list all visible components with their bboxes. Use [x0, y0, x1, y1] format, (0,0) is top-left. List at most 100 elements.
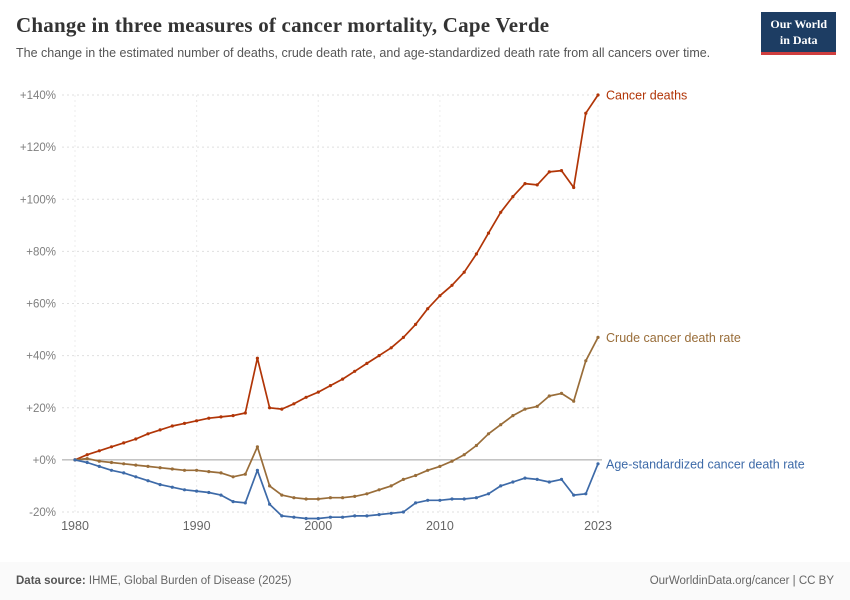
series-point-cancer-deaths[interactable] — [377, 353, 381, 357]
series-point-cancer-deaths[interactable] — [353, 369, 357, 373]
series-point-age-standardized-cancer-death-rate[interactable] — [499, 483, 503, 487]
chart-svg[interactable]: 1980 1990 2000 2010 2023 +140% +120% +100% +80% +… — [0, 65, 850, 537]
series-line-cancer-deaths[interactable] — [74, 94, 599, 461]
series-point-crude-cancer-death-rate[interactable] — [365, 491, 369, 495]
series-point-cancer-deaths[interactable] — [122, 440, 126, 444]
series-point-cancer-deaths[interactable] — [389, 345, 393, 349]
series-point-cancer-deaths[interactable] — [328, 383, 332, 387]
series-point-crude-cancer-death-rate[interactable] — [584, 358, 588, 362]
series-point-age-standardized-cancer-death-rate[interactable] — [401, 509, 405, 514]
series-point-cancer-deaths[interactable] — [219, 414, 223, 418]
series-point-crude-cancer-death-rate[interactable] — [255, 444, 259, 448]
series-point-age-standardized-cancer-death-rate[interactable] — [389, 511, 393, 515]
series-label-crude-cancer-death-rate[interactable]: Crude cancer death rate — [606, 330, 741, 344]
series-point-cancer-deaths[interactable] — [414, 322, 418, 326]
series-point-cancer-deaths[interactable] — [547, 169, 551, 173]
series-point-age-standardized-cancer-death-rate[interactable] — [377, 512, 381, 516]
series-point-cancer-deaths[interactable] — [170, 423, 174, 428]
series-point-cancer-deaths[interactable] — [462, 270, 466, 274]
series-point-crude-cancer-death-rate[interactable] — [438, 464, 442, 468]
series-point-cancer-deaths[interactable] — [523, 181, 527, 185]
series-point-crude-cancer-death-rate[interactable] — [596, 335, 600, 339]
series-point-age-standardized-cancer-death-rate[interactable] — [341, 515, 345, 519]
series-point-crude-cancer-death-rate[interactable] — [304, 496, 308, 501]
series-point-age-standardized-cancer-death-rate[interactable] — [268, 502, 272, 506]
series-point-cancer-deaths[interactable] — [134, 436, 138, 441]
series-point-age-standardized-cancer-death-rate[interactable] — [134, 474, 138, 478]
series-point-age-standardized-cancer-death-rate[interactable] — [353, 513, 357, 517]
series-point-cancer-deaths[interactable] — [207, 416, 211, 420]
series-point-cancer-deaths[interactable] — [280, 407, 284, 411]
series-point-crude-cancer-death-rate[interactable] — [219, 470, 223, 474]
series-point-cancer-deaths[interactable] — [109, 444, 114, 448]
series-point-age-standardized-cancer-death-rate[interactable] — [572, 493, 576, 497]
series-point-crude-cancer-death-rate[interactable] — [572, 399, 576, 403]
series-point-crude-cancer-death-rate[interactable] — [85, 456, 89, 460]
series-point-age-standardized-cancer-death-rate[interactable] — [255, 468, 259, 472]
series-point-crude-cancer-death-rate[interactable] — [97, 459, 101, 463]
series-point-crude-cancer-death-rate[interactable] — [122, 461, 126, 465]
series-point-crude-cancer-death-rate[interactable] — [499, 422, 503, 426]
series-line-crude-cancer-death-rate[interactable] — [74, 336, 599, 500]
series-point-cancer-deaths[interactable] — [97, 448, 101, 452]
series-point-cancer-deaths[interactable] — [596, 92, 600, 97]
series-point-age-standardized-cancer-death-rate[interactable] — [292, 515, 296, 519]
series-point-crude-cancer-death-rate[interactable] — [109, 460, 114, 464]
series-point-crude-cancer-death-rate[interactable] — [328, 495, 332, 499]
series-point-crude-cancer-death-rate[interactable] — [547, 393, 551, 398]
series-point-age-standardized-cancer-death-rate[interactable] — [523, 476, 527, 480]
series-label-age-standardized-cancer-death-rate[interactable]: Age-standardized cancer death rate — [606, 457, 805, 471]
series-point-crude-cancer-death-rate[interactable] — [450, 459, 454, 463]
series-point-age-standardized-cancer-death-rate[interactable] — [182, 487, 187, 491]
series-point-cancer-deaths[interactable] — [559, 168, 564, 172]
series-point-age-standardized-cancer-death-rate[interactable] — [486, 491, 491, 495]
series-point-age-standardized-cancer-death-rate[interactable] — [219, 493, 223, 497]
series-point-crude-cancer-death-rate[interactable] — [231, 474, 235, 478]
series-point-age-standardized-cancer-death-rate[interactable] — [547, 479, 551, 484]
series-point-cancer-deaths[interactable] — [268, 405, 272, 409]
series-point-cancer-deaths[interactable] — [535, 182, 539, 186]
series-point-age-standardized-cancer-death-rate[interactable] — [85, 460, 89, 464]
series-point-cancer-deaths[interactable] — [243, 410, 247, 415]
series-point-cancer-deaths[interactable] — [365, 361, 369, 365]
footer-link[interactable]: OurWorldinData.org/cancer | CC BY — [649, 575, 834, 587]
series-point-age-standardized-cancer-death-rate[interactable] — [328, 515, 332, 519]
series-point-age-standardized-cancer-death-rate[interactable] — [365, 513, 369, 517]
series-point-crude-cancer-death-rate[interactable] — [195, 468, 199, 472]
series-point-crude-cancer-death-rate[interactable] — [170, 466, 174, 471]
series-point-crude-cancer-death-rate[interactable] — [559, 391, 564, 395]
series-point-cancer-deaths[interactable] — [85, 452, 89, 456]
series-point-cancer-deaths[interactable] — [438, 293, 442, 297]
series-point-crude-cancer-death-rate[interactable] — [414, 473, 418, 477]
series-point-cancer-deaths[interactable] — [292, 401, 296, 405]
series-point-crude-cancer-death-rate[interactable] — [474, 443, 478, 447]
series-point-age-standardized-cancer-death-rate[interactable] — [414, 500, 418, 504]
series-point-crude-cancer-death-rate[interactable] — [377, 487, 381, 491]
series-point-cancer-deaths[interactable] — [182, 421, 187, 425]
series-point-crude-cancer-death-rate[interactable] — [523, 407, 527, 411]
series-point-cancer-deaths[interactable] — [255, 356, 259, 360]
series-point-age-standardized-cancer-death-rate[interactable] — [195, 489, 199, 493]
series-point-crude-cancer-death-rate[interactable] — [389, 483, 393, 487]
series-point-cancer-deaths[interactable] — [511, 194, 515, 198]
series-point-cancer-deaths[interactable] — [426, 306, 430, 310]
series-point-age-standardized-cancer-death-rate[interactable] — [158, 482, 162, 486]
series-label-cancer-deaths[interactable]: Cancer deaths — [606, 88, 687, 102]
series-point-cancer-deaths[interactable] — [499, 210, 503, 214]
series-point-cancer-deaths[interactable] — [231, 413, 235, 417]
series-point-cancer-deaths[interactable] — [572, 185, 576, 189]
series-point-crude-cancer-death-rate[interactable] — [316, 496, 320, 501]
series-point-cancer-deaths[interactable] — [584, 111, 588, 115]
series-point-age-standardized-cancer-death-rate[interactable] — [596, 461, 600, 465]
series-point-age-standardized-cancer-death-rate[interactable] — [243, 500, 247, 504]
series-point-age-standardized-cancer-death-rate[interactable] — [122, 470, 126, 474]
series-point-age-standardized-cancer-death-rate[interactable] — [146, 478, 150, 482]
series-point-crude-cancer-death-rate[interactable] — [462, 452, 466, 456]
series-point-crude-cancer-death-rate[interactable] — [243, 472, 247, 476]
series-point-cancer-deaths[interactable] — [401, 335, 405, 339]
series-point-age-standardized-cancer-death-rate[interactable] — [97, 464, 101, 468]
series-point-crude-cancer-death-rate[interactable] — [280, 493, 284, 497]
series-point-age-standardized-cancer-death-rate[interactable] — [426, 498, 430, 502]
series-point-cancer-deaths[interactable] — [316, 390, 320, 394]
series-point-age-standardized-cancer-death-rate[interactable] — [559, 477, 564, 481]
